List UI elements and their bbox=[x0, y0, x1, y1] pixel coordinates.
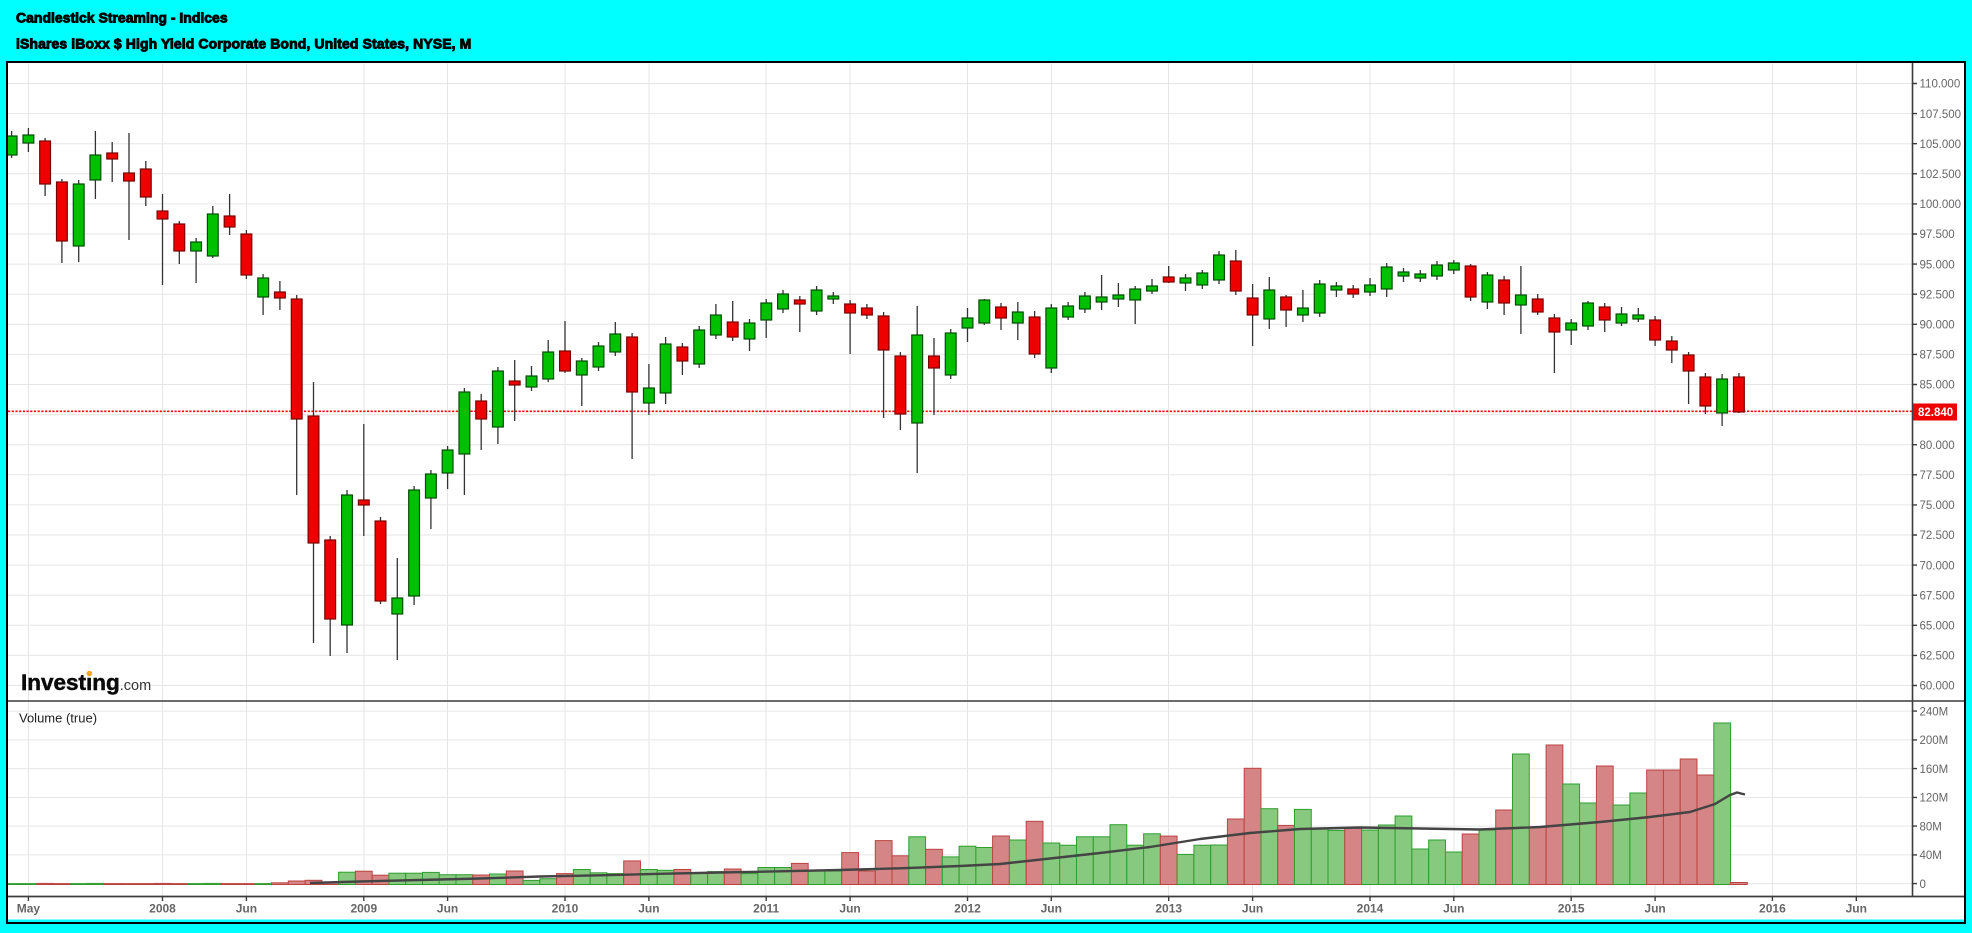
svg-text:Jun: Jun bbox=[1041, 902, 1062, 916]
svg-text:Jun: Jun bbox=[236, 902, 257, 916]
svg-text:80M: 80M bbox=[1920, 821, 1942, 833]
svg-text:200M: 200M bbox=[1920, 735, 1949, 747]
svg-text:Jun: Jun bbox=[1644, 902, 1665, 916]
svg-text:102.500: 102.500 bbox=[1920, 169, 1962, 181]
svg-text:82.840: 82.840 bbox=[1918, 407, 1953, 419]
svg-text:110.000: 110.000 bbox=[1920, 79, 1961, 91]
svg-text:67.500: 67.500 bbox=[1920, 590, 1955, 602]
svg-text:240M: 240M bbox=[1920, 706, 1949, 718]
svg-text:90.000: 90.000 bbox=[1920, 320, 1955, 332]
svg-text:60.000: 60.000 bbox=[1920, 681, 1955, 693]
svg-text:70.000: 70.000 bbox=[1920, 560, 1955, 572]
svg-text:160M: 160M bbox=[1920, 764, 1949, 776]
svg-text:Candlestick Streaming - Indice: Candlestick Streaming - Indices bbox=[16, 10, 228, 26]
svg-text:77.500: 77.500 bbox=[1920, 470, 1955, 482]
svg-text:97.500: 97.500 bbox=[1920, 229, 1955, 241]
svg-text:107.500: 107.500 bbox=[1920, 109, 1962, 121]
svg-text:iShares iBoxx $ High Yield Cor: iShares iBoxx $ High Yield Corporate Bon… bbox=[16, 36, 471, 52]
svg-text:Jun: Jun bbox=[437, 902, 458, 916]
svg-text:40M: 40M bbox=[1920, 850, 1942, 862]
svg-text:2009: 2009 bbox=[350, 902, 377, 916]
svg-text:105.000: 105.000 bbox=[1920, 139, 1962, 151]
svg-text:2016: 2016 bbox=[1759, 902, 1786, 916]
svg-text:Jun: Jun bbox=[638, 902, 659, 916]
svg-text:100.000: 100.000 bbox=[1920, 199, 1962, 211]
svg-text:Jun: Jun bbox=[1443, 902, 1464, 916]
svg-text:2015: 2015 bbox=[1558, 902, 1585, 916]
svg-text:72.500: 72.500 bbox=[1920, 530, 1955, 542]
svg-text:2010: 2010 bbox=[552, 902, 579, 916]
svg-text:65.000: 65.000 bbox=[1920, 621, 1955, 633]
svg-text:85.000: 85.000 bbox=[1920, 380, 1955, 392]
svg-text:2008: 2008 bbox=[149, 902, 176, 916]
svg-text:Jun: Jun bbox=[839, 902, 860, 916]
svg-text:80.000: 80.000 bbox=[1920, 440, 1955, 452]
svg-text:95.000: 95.000 bbox=[1920, 259, 1955, 271]
svg-text:75.000: 75.000 bbox=[1920, 500, 1955, 512]
svg-text:2013: 2013 bbox=[1155, 902, 1182, 916]
svg-text:92.500: 92.500 bbox=[1920, 289, 1955, 301]
svg-text:62.500: 62.500 bbox=[1920, 651, 1955, 663]
svg-text:Volume (true): Volume (true) bbox=[19, 711, 97, 726]
svg-text:2011: 2011 bbox=[753, 902, 779, 916]
svg-text:2014: 2014 bbox=[1357, 902, 1384, 916]
svg-text:0: 0 bbox=[1920, 879, 1926, 891]
svg-text:May: May bbox=[17, 902, 41, 916]
svg-text:Jun: Jun bbox=[1846, 902, 1867, 916]
svg-text:120M: 120M bbox=[1920, 793, 1949, 805]
svg-text:2012: 2012 bbox=[954, 902, 981, 916]
svg-text:87.500: 87.500 bbox=[1920, 350, 1955, 362]
svg-text:Jun: Jun bbox=[1242, 902, 1263, 916]
